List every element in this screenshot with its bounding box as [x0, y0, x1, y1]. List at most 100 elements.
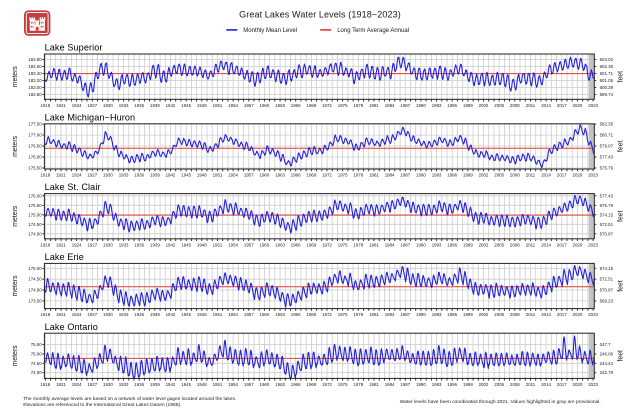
- svg-text:2005: 2005: [494, 103, 504, 108]
- svg-text:2014: 2014: [541, 242, 551, 247]
- svg-text:1996: 1996: [447, 312, 457, 317]
- svg-text:1948: 1948: [197, 312, 207, 317]
- svg-text:574.15: 574.15: [600, 266, 614, 271]
- svg-text:75.50: 75.50: [31, 342, 43, 347]
- svg-text:1921: 1921: [56, 382, 66, 387]
- svg-text:2023: 2023: [588, 173, 598, 178]
- svg-text:1939: 1939: [150, 242, 160, 247]
- svg-text:175.00: 175.00: [28, 266, 42, 271]
- svg-text:580.71: 580.71: [600, 133, 614, 138]
- svg-text:1993: 1993: [432, 382, 442, 387]
- svg-text:1981: 1981: [369, 382, 379, 387]
- svg-text:1924: 1924: [72, 312, 82, 317]
- svg-text:1963: 1963: [275, 103, 285, 108]
- svg-text:1951: 1951: [213, 242, 223, 247]
- svg-text:2011: 2011: [526, 312, 536, 317]
- svg-text:1933: 1933: [119, 242, 129, 247]
- svg-text:1999: 1999: [463, 382, 473, 387]
- svg-text:1978: 1978: [353, 242, 363, 247]
- svg-text:2017: 2017: [557, 382, 567, 387]
- svg-text:183.80: 183.80: [28, 57, 42, 62]
- svg-text:1999: 1999: [463, 103, 473, 108]
- svg-text:Water levels have been coordin: Water levels have been coordinated throu…: [400, 399, 601, 405]
- svg-text:1990: 1990: [416, 242, 426, 247]
- svg-text:1918: 1918: [40, 173, 50, 178]
- svg-text:1945: 1945: [181, 382, 191, 387]
- svg-text:Lake Erie: Lake Erie: [45, 252, 84, 262]
- svg-text:1930: 1930: [103, 242, 113, 247]
- svg-text:1987: 1987: [400, 382, 410, 387]
- svg-text:1948: 1948: [197, 382, 207, 387]
- svg-text:1930: 1930: [103, 382, 113, 387]
- svg-text:1978: 1978: [353, 382, 363, 387]
- svg-text:175.50: 175.50: [28, 166, 42, 171]
- svg-text:2002: 2002: [479, 382, 489, 387]
- svg-text:1984: 1984: [385, 103, 395, 108]
- svg-text:244.42: 244.42: [600, 361, 614, 366]
- svg-text:1936: 1936: [134, 312, 144, 317]
- svg-text:1975: 1975: [338, 382, 348, 387]
- svg-text:1927: 1927: [87, 382, 97, 387]
- svg-text:174.00: 174.00: [28, 288, 42, 293]
- svg-text:1945: 1945: [181, 312, 191, 317]
- svg-text:1960: 1960: [260, 382, 270, 387]
- svg-text:2020: 2020: [573, 103, 583, 108]
- svg-text:feet: feet: [617, 210, 624, 222]
- svg-text:2011: 2011: [526, 242, 536, 247]
- svg-text:1972: 1972: [322, 312, 332, 317]
- svg-text:1939: 1939: [150, 382, 160, 387]
- svg-text:582.35: 582.35: [600, 122, 614, 127]
- svg-text:2005: 2005: [494, 312, 504, 317]
- svg-text:570.87: 570.87: [600, 231, 614, 236]
- svg-text:1948: 1948: [197, 242, 207, 247]
- svg-text:174.50: 174.50: [28, 222, 42, 227]
- svg-text:1960: 1960: [260, 312, 270, 317]
- svg-text:1984: 1984: [385, 382, 395, 387]
- svg-text:1954: 1954: [228, 382, 238, 387]
- svg-text:2002: 2002: [479, 173, 489, 178]
- svg-text:1942: 1942: [166, 103, 176, 108]
- svg-text:1933: 1933: [119, 103, 129, 108]
- svg-text:1921: 1921: [56, 312, 66, 317]
- svg-text:2008: 2008: [510, 242, 520, 247]
- svg-text:1978: 1978: [353, 312, 363, 317]
- svg-text:183.20: 183.20: [28, 78, 42, 83]
- svg-text:176.00: 176.00: [28, 193, 42, 198]
- svg-text:174.50: 174.50: [28, 277, 42, 282]
- svg-text:1918: 1918: [40, 382, 50, 387]
- svg-text:1930: 1930: [103, 103, 113, 108]
- svg-text:1981: 1981: [369, 242, 379, 247]
- svg-text:1963: 1963: [275, 312, 285, 317]
- svg-text:183.40: 183.40: [28, 71, 42, 76]
- svg-text:1921: 1921: [56, 103, 66, 108]
- svg-text:1996: 1996: [447, 382, 457, 387]
- svg-text:1960: 1960: [260, 103, 270, 108]
- svg-text:1930: 1930: [103, 173, 113, 178]
- svg-text:2014: 2014: [541, 103, 551, 108]
- svg-text:1963: 1963: [275, 173, 285, 178]
- svg-text:2023: 2023: [588, 312, 598, 317]
- svg-text:1933: 1933: [119, 382, 129, 387]
- svg-text:Great Lakes Water Levels (1918: Great Lakes Water Levels (1918−2023): [239, 10, 401, 20]
- svg-text:1969: 1969: [307, 103, 317, 108]
- svg-text:1933: 1933: [119, 173, 129, 178]
- svg-text:177.00: 177.00: [28, 133, 42, 138]
- svg-text:1942: 1942: [166, 173, 176, 178]
- svg-text:1936: 1936: [134, 382, 144, 387]
- svg-text:1936: 1936: [134, 173, 144, 178]
- svg-text:1966: 1966: [291, 103, 301, 108]
- svg-text:1921: 1921: [56, 242, 66, 247]
- svg-text:242.79: 242.79: [600, 370, 614, 375]
- svg-text:1990: 1990: [416, 382, 426, 387]
- svg-text:183.60: 183.60: [28, 64, 42, 69]
- svg-text:1963: 1963: [275, 382, 285, 387]
- svg-text:572.51: 572.51: [600, 277, 614, 282]
- svg-text:175.00: 175.00: [28, 212, 42, 217]
- svg-text:2014: 2014: [541, 382, 551, 387]
- svg-text:1960: 1960: [260, 242, 270, 247]
- svg-text:1990: 1990: [416, 103, 426, 108]
- svg-text:2017: 2017: [557, 242, 567, 247]
- svg-text:177.50: 177.50: [28, 122, 42, 127]
- svg-text:1924: 1924: [72, 382, 82, 387]
- svg-text:1993: 1993: [432, 173, 442, 178]
